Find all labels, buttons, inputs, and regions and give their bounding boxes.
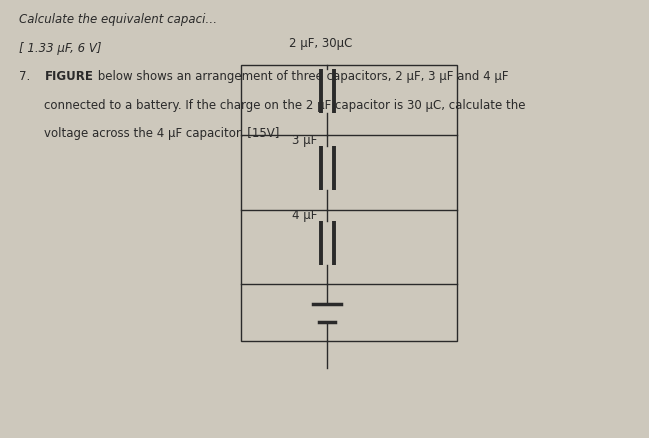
Bar	[241, 66, 458, 342]
Text: connected to a battery. If the charge on the 2 μF capacitor is 30 μC, calculate : connected to a battery. If the charge on…	[45, 99, 526, 112]
Text: 7.: 7.	[19, 70, 31, 83]
Text: voltage across the 4 μF capacitor. [15V]: voltage across the 4 μF capacitor. [15V]	[45, 127, 280, 140]
Text: 3 μF: 3 μF	[293, 134, 317, 147]
Text: Calculate the equivalent capaci…: Calculate the equivalent capaci…	[19, 13, 217, 26]
Text: [ 1.33 μF, 6 V]: [ 1.33 μF, 6 V]	[19, 42, 101, 55]
Text: FIGURE: FIGURE	[45, 70, 93, 83]
Text: 2 μF, 30μC: 2 μF, 30μC	[289, 37, 352, 50]
Text: below shows an arrangement of three capacitors, 2 μF, 3 μF and 4 μF: below shows an arrangement of three capa…	[94, 70, 509, 83]
Text: 4 μF: 4 μF	[292, 208, 317, 221]
